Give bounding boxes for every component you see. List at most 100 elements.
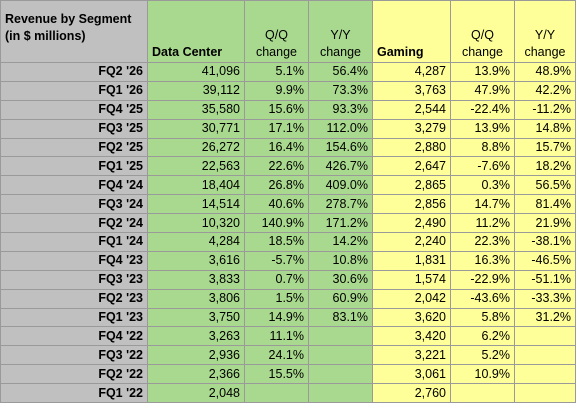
gaming-cell[interactable]: 2,544: [372, 99, 451, 120]
data-center-cell[interactable]: 22,563: [147, 156, 245, 177]
gm-qq-cell[interactable]: 5.2%: [450, 345, 515, 366]
gaming-cell[interactable]: 2,760: [372, 383, 451, 404]
dc-qq-cell[interactable]: 18.5%: [244, 232, 309, 252]
gaming-cell[interactable]: 2,880: [372, 137, 451, 158]
gm-yy-cell[interactable]: 14.8%: [514, 118, 576, 139]
gm-qq-cell[interactable]: -43.6%: [450, 288, 515, 309]
gm-qq-cell[interactable]: 8.8%: [450, 137, 515, 158]
gm-qq-cell[interactable]: 13.9%: [450, 62, 515, 82]
dc-yy-cell[interactable]: 14.2%: [308, 232, 373, 252]
gm-qq-cell[interactable]: 11.2%: [450, 213, 515, 234]
gm-qq-cell[interactable]: 6.2%: [450, 326, 515, 347]
gm-qq-cell[interactable]: -22.9%: [450, 269, 515, 290]
data-center-cell[interactable]: 4,284: [147, 232, 245, 252]
gaming-header[interactable]: Gaming: [372, 0, 451, 63]
quarter-cell[interactable]: FQ1 '26: [0, 80, 148, 101]
dc-qq-cell[interactable]: 15.6%: [244, 99, 309, 120]
gm-yy-cell[interactable]: 15.7%: [514, 137, 576, 158]
dc-yy-cell[interactable]: [308, 364, 373, 385]
gaming-cell[interactable]: 3,061: [372, 364, 451, 385]
quarter-cell[interactable]: FQ3 '22: [0, 345, 148, 366]
data-center-cell[interactable]: 14,514: [147, 194, 245, 215]
data-center-cell[interactable]: 41,096: [147, 62, 245, 82]
gm-yy-cell[interactable]: -51.1%: [514, 269, 576, 290]
dc-yy-cell[interactable]: [308, 326, 373, 347]
dc-yy-cell[interactable]: 154.6%: [308, 137, 373, 158]
data-center-cell[interactable]: 30,771: [147, 118, 245, 139]
dc-qq-cell[interactable]: 15.5%: [244, 364, 309, 385]
gaming-cell[interactable]: 3,763: [372, 80, 451, 101]
gaming-cell[interactable]: 3,279: [372, 118, 451, 139]
gm-yy-cell[interactable]: [514, 345, 576, 366]
quarter-cell[interactable]: FQ2 '26: [0, 62, 148, 82]
dc-yy-cell[interactable]: 409.0%: [308, 175, 373, 196]
data-center-cell[interactable]: 35,580: [147, 99, 245, 120]
dc-qq-cell[interactable]: [244, 383, 309, 404]
quarter-cell[interactable]: FQ3 '24: [0, 194, 148, 215]
dc-qq-cell[interactable]: 16.4%: [244, 137, 309, 158]
quarter-cell[interactable]: FQ3 '23: [0, 269, 148, 290]
quarter-cell[interactable]: FQ4 '24: [0, 175, 148, 196]
dc-yy-cell[interactable]: 10.8%: [308, 250, 373, 271]
data-center-cell[interactable]: 3,616: [147, 250, 245, 271]
dc-yy-cell[interactable]: 83.1%: [308, 307, 373, 328]
data-center-header[interactable]: Data Center: [147, 0, 245, 63]
gaming-cell[interactable]: 2,865: [372, 175, 451, 196]
gaming-cell[interactable]: 2,856: [372, 194, 451, 215]
gm-yy-cell[interactable]: 56.5%: [514, 175, 576, 196]
gm-yy-cell[interactable]: [514, 364, 576, 385]
gaming-cell[interactable]: 3,620: [372, 307, 451, 328]
dc-yy-cell[interactable]: [308, 345, 373, 366]
dc-qq-cell[interactable]: 22.6%: [244, 156, 309, 177]
dc-qq-cell[interactable]: 5.1%: [244, 62, 309, 82]
gm-yy-cell[interactable]: 21.9%: [514, 213, 576, 234]
quarter-cell[interactable]: FQ4 '22: [0, 326, 148, 347]
gm-qq-cell[interactable]: 0.3%: [450, 175, 515, 196]
dc-yy-cell[interactable]: 112.0%: [308, 118, 373, 139]
dc-qq-cell[interactable]: 140.9%: [244, 213, 309, 234]
gm-qq-cell[interactable]: 13.9%: [450, 118, 515, 139]
gm-qq-cell[interactable]: -7.6%: [450, 156, 515, 177]
quarter-cell[interactable]: FQ2 '22: [0, 364, 148, 385]
data-center-cell[interactable]: 39,112: [147, 80, 245, 101]
data-center-cell[interactable]: 10,320: [147, 213, 245, 234]
gm-yy-cell[interactable]: 31.2%: [514, 307, 576, 328]
gaming-cell[interactable]: 1,574: [372, 269, 451, 290]
gm-qq-cell[interactable]: 47.9%: [450, 80, 515, 101]
quarter-cell[interactable]: FQ2 '24: [0, 213, 148, 234]
data-center-cell[interactable]: 26,272: [147, 137, 245, 158]
data-center-cell[interactable]: 3,833: [147, 269, 245, 290]
gaming-cell[interactable]: 3,420: [372, 326, 451, 347]
gm-qq-cell[interactable]: [450, 383, 515, 404]
gaming-cell[interactable]: 3,221: [372, 345, 451, 366]
quarter-cell[interactable]: FQ4 '25: [0, 99, 148, 120]
dc-yy-header[interactable]: Y/Y change: [308, 0, 373, 63]
quarter-cell[interactable]: FQ1 '25: [0, 156, 148, 177]
data-center-cell[interactable]: 3,750: [147, 307, 245, 328]
quarter-cell[interactable]: FQ4 '23: [0, 250, 148, 271]
data-center-cell[interactable]: 2,366: [147, 364, 245, 385]
gm-yy-cell[interactable]: 42.2%: [514, 80, 576, 101]
gm-qq-cell[interactable]: 16.3%: [450, 250, 515, 271]
dc-qq-cell[interactable]: 9.9%: [244, 80, 309, 101]
dc-yy-cell[interactable]: 56.4%: [308, 62, 373, 82]
data-center-cell[interactable]: 2,048: [147, 383, 245, 404]
gaming-cell[interactable]: 2,240: [372, 232, 451, 252]
dc-qq-cell[interactable]: 1.5%: [244, 288, 309, 309]
gm-yy-cell[interactable]: 81.4%: [514, 194, 576, 215]
gm-yy-cell[interactable]: -38.1%: [514, 232, 576, 252]
gm-yy-cell[interactable]: -33.3%: [514, 288, 576, 309]
gm-qq-header[interactable]: Q/Q change: [450, 0, 515, 63]
dc-yy-cell[interactable]: 278.7%: [308, 194, 373, 215]
dc-yy-cell[interactable]: 30.6%: [308, 269, 373, 290]
gm-qq-cell[interactable]: 10.9%: [450, 364, 515, 385]
dc-yy-cell[interactable]: 73.3%: [308, 80, 373, 101]
dc-qq-cell[interactable]: 0.7%: [244, 269, 309, 290]
dc-yy-cell[interactable]: [308, 383, 373, 404]
gaming-cell[interactable]: 2,647: [372, 156, 451, 177]
gm-qq-cell[interactable]: 5.8%: [450, 307, 515, 328]
dc-qq-cell[interactable]: 26.8%: [244, 175, 309, 196]
data-center-cell[interactable]: 2,936: [147, 345, 245, 366]
dc-yy-cell[interactable]: 93.3%: [308, 99, 373, 120]
gm-yy-cell[interactable]: [514, 326, 576, 347]
